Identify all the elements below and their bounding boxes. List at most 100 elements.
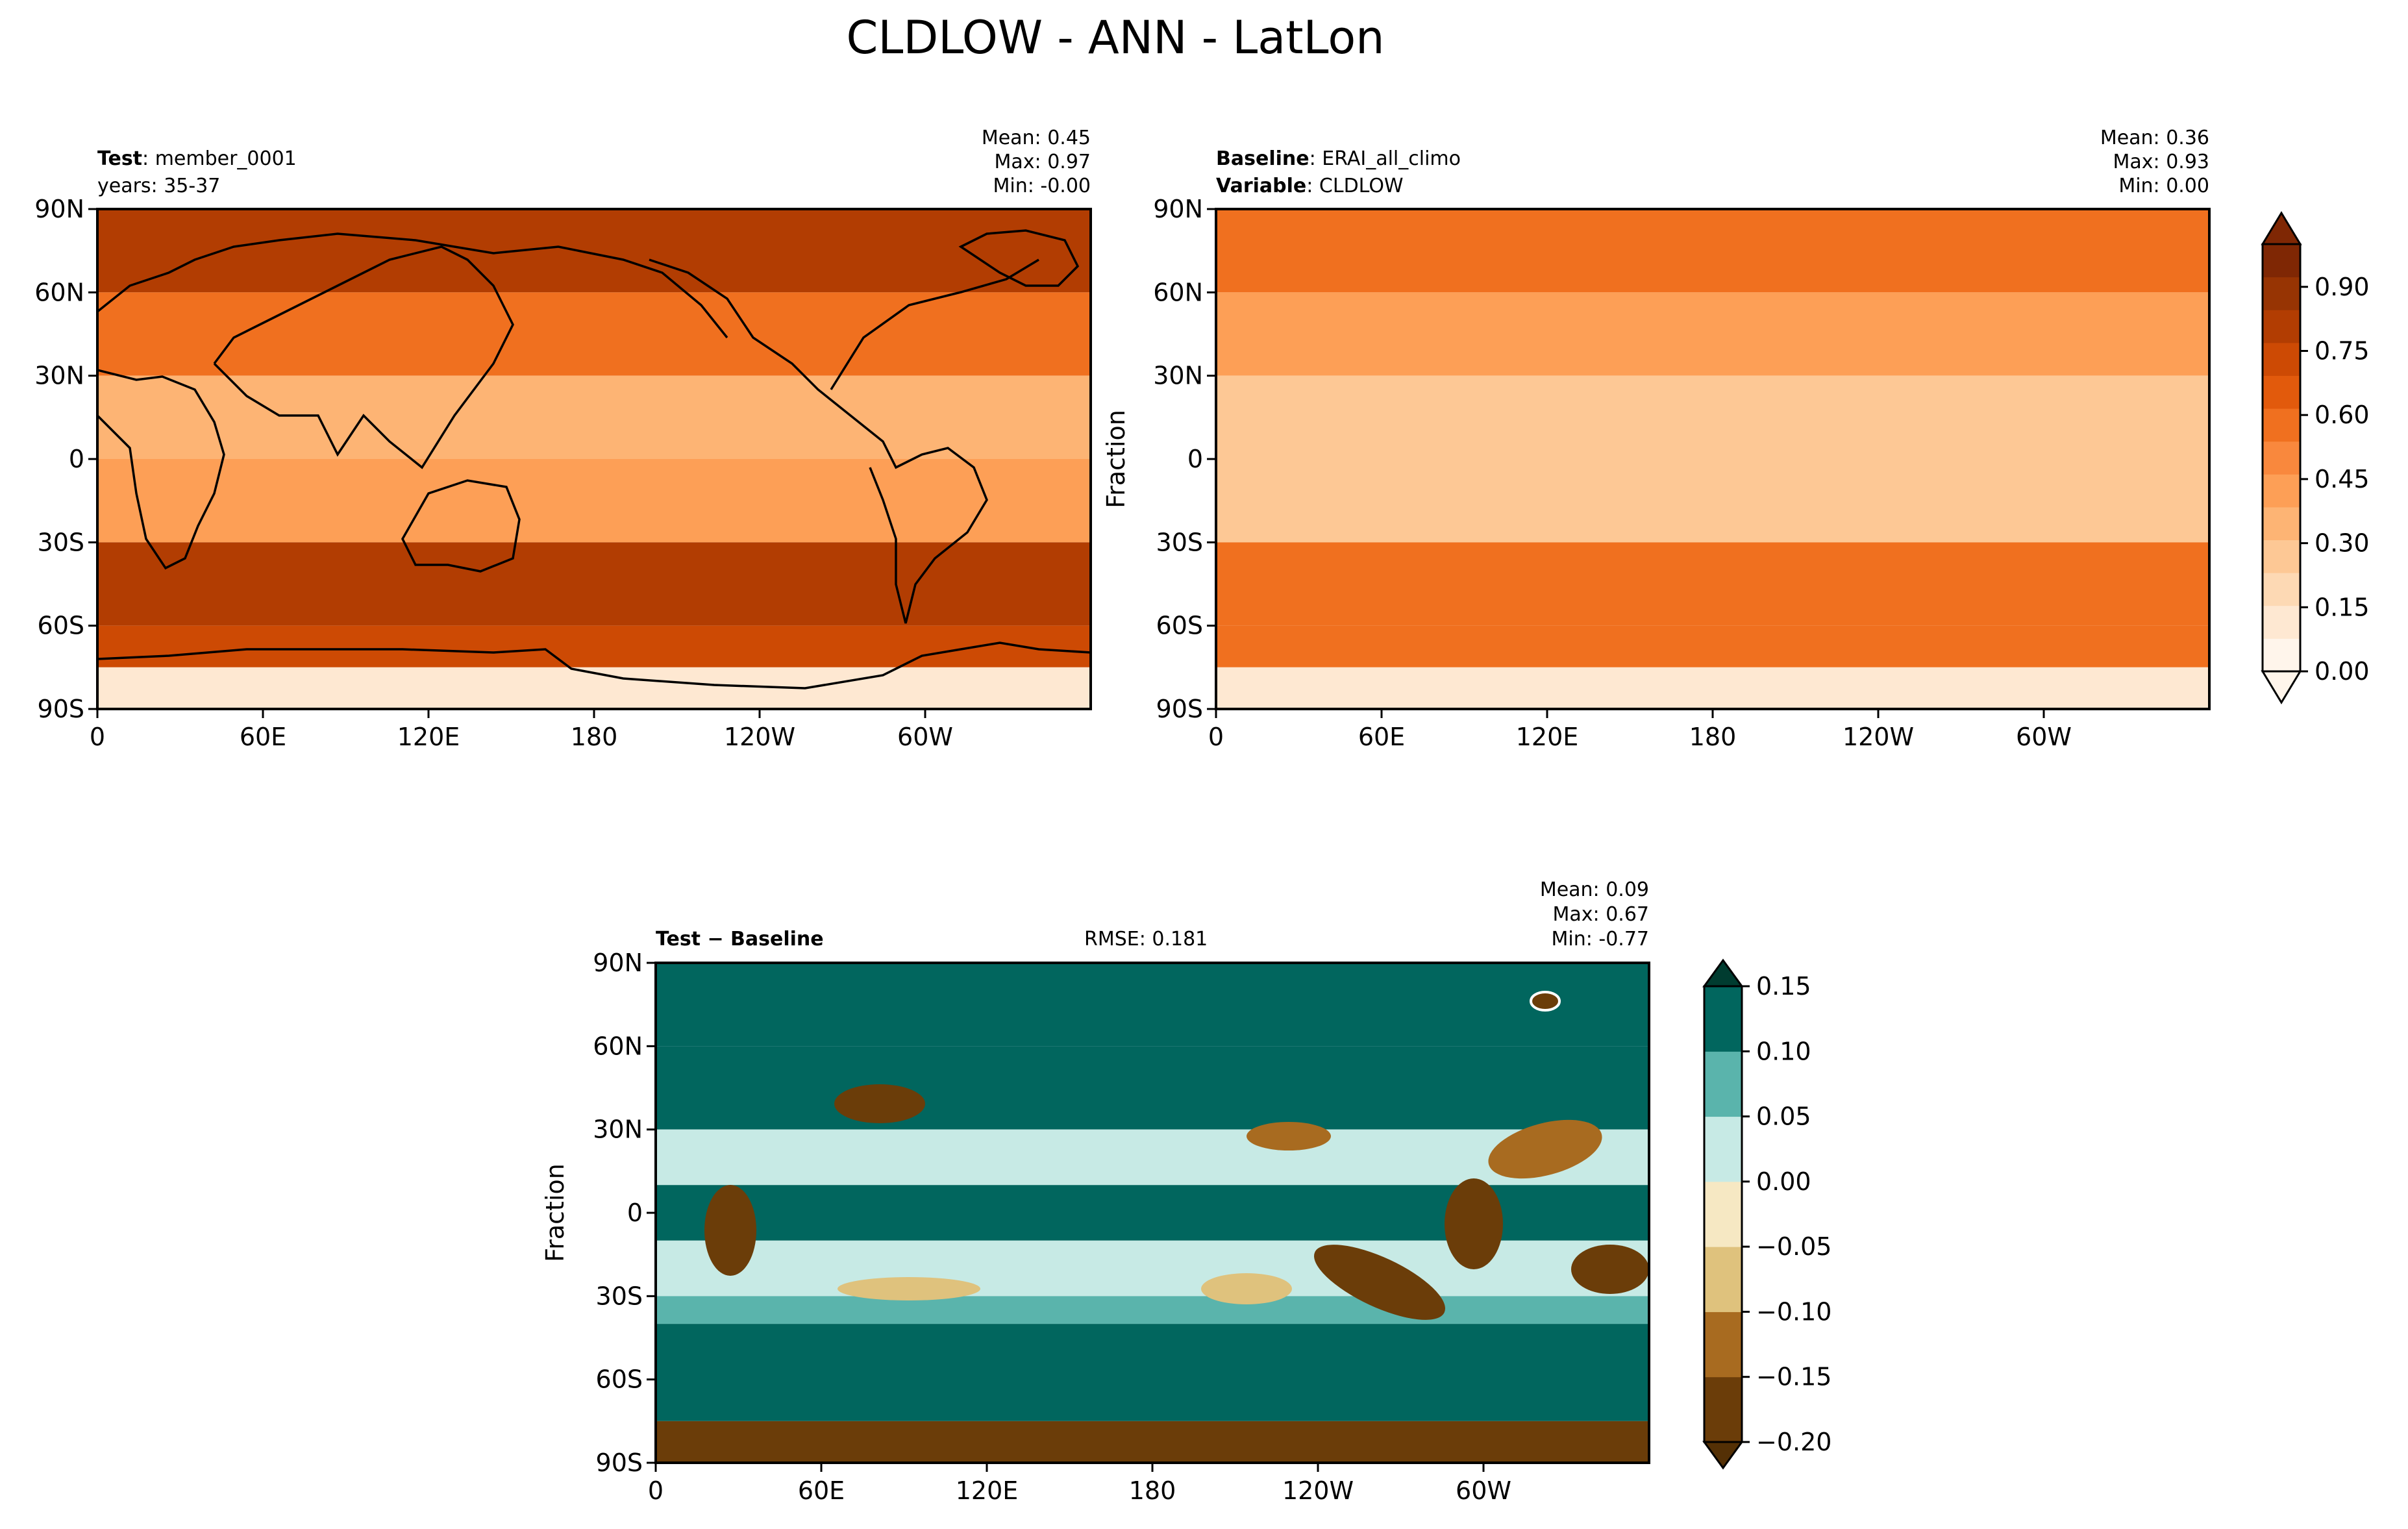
difference-ylabel: Fraction	[541, 1163, 569, 1262]
test-years: years: 35-37	[97, 175, 220, 197]
x-tick-label: 0	[1208, 723, 1224, 751]
y-tick-label: 30N	[1153, 362, 1203, 390]
y-tick-label: 60S	[38, 612, 84, 640]
x-tick-label: 0	[648, 1476, 664, 1505]
colorbar-swatch	[2263, 277, 2300, 310]
x-tick-label: 0	[90, 723, 105, 751]
anomaly-north-atlantic	[1488, 1119, 1602, 1179]
colorbar-swatch	[1704, 1311, 1742, 1378]
x-tick-label: 120W	[724, 723, 795, 751]
x-tick-label: 120E	[1516, 723, 1579, 751]
baseline-mean: Mean: 0.36	[2100, 127, 2209, 149]
coastline-greenland	[958, 229, 1080, 287]
map-band-4	[1216, 542, 2209, 626]
colorbar-swatch	[2263, 441, 2300, 475]
map-band-2	[656, 1129, 1649, 1186]
anomaly-atlantic	[1571, 1245, 1649, 1294]
colorbar-swatch	[1704, 1181, 1742, 1247]
map-band-0	[97, 209, 1091, 293]
colorbar-tick-label: 0.30	[2315, 529, 2370, 558]
map-band-6	[656, 1324, 1649, 1421]
coastline-australia	[401, 479, 521, 573]
test-mean: Mean: 0.45	[982, 127, 1091, 149]
figure-title: CLDLOW - ANN - LatLon	[846, 11, 1384, 64]
test-label: Test: member_0001	[97, 147, 297, 170]
test-max: Max: 0.97	[995, 151, 1091, 173]
y-tick-label: 30S	[1156, 528, 1203, 556]
colorbar-tick-label: 0.15	[2315, 593, 2370, 621]
colorbar-swatch	[1704, 1247, 1742, 1312]
y-tick-label: 30S	[38, 528, 84, 556]
difference-min: Min: -0.77	[1552, 928, 1650, 951]
y-tick-label: 30N	[593, 1115, 643, 1144]
map-band-4	[97, 542, 1091, 626]
y-tick-label: 90S	[596, 1448, 643, 1477]
y-tick-label: 0	[627, 1199, 643, 1227]
anomaly-north-pacific	[1247, 1122, 1331, 1150]
colorbar-swatch	[2263, 540, 2300, 573]
x-tick-label: 180	[1689, 723, 1737, 751]
map-band-1	[656, 1046, 1649, 1130]
colorbar-swatch	[2263, 474, 2300, 508]
x-tick-label: 60E	[798, 1476, 845, 1505]
baseline-min: Min: 0.00	[2118, 175, 2209, 197]
map-band-5	[97, 625, 1091, 667]
map-band-0	[1216, 209, 2209, 293]
y-tick-label: 60S	[1156, 612, 1203, 640]
anomaly-amazon	[1445, 1178, 1503, 1269]
x-tick-label: 180	[571, 723, 618, 751]
difference-colorbar-ticks: −0.20 −0.15 −0.10 −0.05 0.00 0.05 0.10 0.15	[1742, 972, 1831, 1456]
baseline-ylabel: Fraction	[1102, 410, 1130, 508]
difference-mean: Mean: 0.09	[1540, 878, 1649, 901]
colorbar-swatch	[2263, 408, 2300, 442]
colorbar-extend-min	[2261, 670, 2302, 704]
difference-colorbar: −0.20 −0.15 −0.10 −0.05 0.00 0.05 0.10 0.15	[1702, 958, 1831, 1470]
test-min: Min: -0.00	[993, 175, 1091, 197]
colorbar-tick-label: 0.00	[2315, 657, 2370, 686]
map-band-1	[1216, 292, 2209, 376]
colorbar-tick-label: 0.15	[1756, 972, 1811, 1001]
baseline-max: Max: 0.93	[2113, 151, 2209, 173]
y-tick-label: 90N	[593, 949, 643, 977]
top-colorbar-ticks: 0.00 0.15 0.30 0.45 0.60 0.75 0.90	[2300, 273, 2370, 686]
colorbar-swatch	[2263, 342, 2300, 376]
x-tick-label: 60E	[240, 723, 286, 751]
colorbar-extend-max	[1702, 958, 1744, 988]
map-band-6	[1216, 667, 2209, 709]
y-tick-label: 60N	[34, 278, 84, 306]
difference-colorbar-swatches	[1702, 958, 1744, 1470]
colorbar-extend-min	[1702, 1441, 1744, 1470]
x-tick-label: 120E	[397, 723, 460, 751]
difference-anomalies	[704, 991, 1649, 1320]
map-band-7	[656, 1421, 1649, 1463]
map-band-5	[656, 1296, 1649, 1324]
map-band-6	[97, 667, 1091, 709]
map-band-1	[97, 292, 1091, 376]
colorbar-swatch	[2263, 573, 2300, 606]
anomaly-greenland	[1530, 991, 1561, 1012]
coastline-north-america-east	[830, 258, 1039, 390]
anomaly-asia-dry	[834, 1084, 925, 1123]
y-tick-label: 90N	[1153, 195, 1203, 223]
difference-rmse: RMSE: 0.181	[1084, 928, 1208, 951]
y-tick-label: 90S	[38, 695, 84, 723]
x-tick-label: 120W	[1843, 723, 1914, 751]
map-band-5	[1216, 625, 2209, 667]
colorbar-outline	[1703, 985, 1743, 1443]
x-tick-label: 60W	[2016, 723, 2072, 751]
colorbar-swatch	[2263, 310, 2300, 343]
anomaly-pacific-stratocumulus	[1314, 1245, 1445, 1320]
colorbar-tick-label: 0.00	[1756, 1167, 1811, 1196]
colorbar-swatch	[1704, 1051, 1742, 1117]
map-band-2	[1216, 375, 2209, 459]
colorbar-tick-label: −0.20	[1756, 1428, 1831, 1456]
colorbar-swatch	[1704, 1376, 1742, 1443]
top-colorbar: 0.00 0.15 0.30 0.45 0.60 0.75 0.90	[2261, 211, 2370, 704]
colorbar-swatch	[1704, 1116, 1742, 1182]
coastline-eurasia-north	[97, 232, 728, 339]
colorbar-tick-label: −0.05	[1756, 1232, 1831, 1261]
